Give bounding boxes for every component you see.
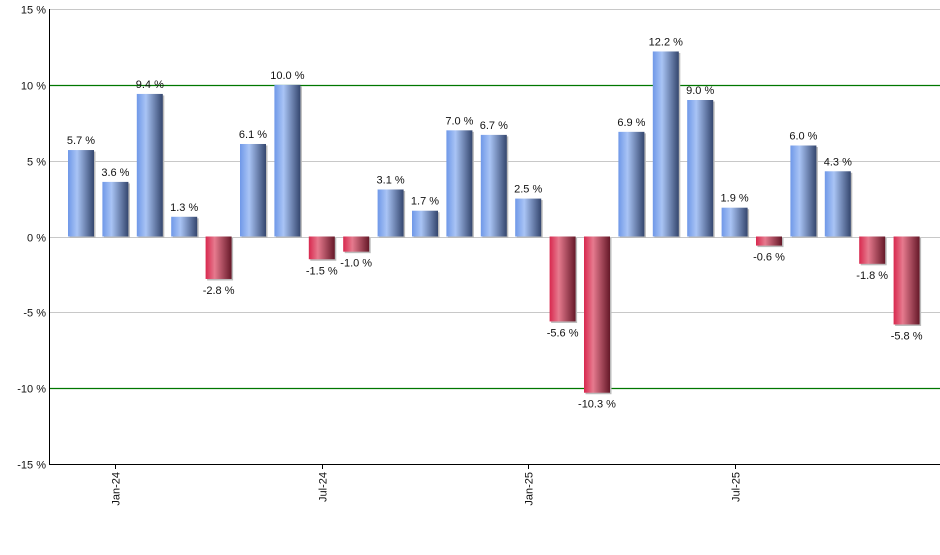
bar	[515, 198, 542, 237]
y-tick-label: -15 %	[17, 460, 46, 472]
data-label: -10.3 %	[578, 399, 616, 411]
data-label: -0.6 %	[753, 252, 785, 264]
bar	[68, 150, 94, 237]
bar	[584, 236, 610, 393]
data-label: -1.0 %	[340, 258, 372, 270]
data-label: 7.0 %	[445, 115, 473, 127]
data-label: 12.2 %	[649, 36, 683, 48]
data-label: 2.5 %	[514, 184, 542, 196]
bar	[171, 216, 198, 237]
data-label: 4.3 %	[824, 156, 852, 168]
bar	[790, 145, 817, 237]
y-tick-label: 5 %	[27, 157, 46, 169]
bar	[893, 236, 920, 325]
y-tick-label: -10 %	[17, 384, 46, 396]
bar	[377, 189, 404, 237]
data-label: -2.8 %	[203, 285, 235, 297]
x-tick-label: Jan-24	[111, 472, 123, 506]
bar	[687, 100, 714, 237]
y-tick-label: -5 %	[23, 308, 46, 320]
bar	[343, 236, 370, 252]
bar	[824, 171, 851, 237]
bar	[205, 236, 232, 279]
data-label: 6.1 %	[239, 129, 267, 141]
bar	[549, 236, 576, 322]
data-label: 3.1 %	[377, 174, 405, 186]
bar	[756, 236, 782, 246]
bar	[480, 134, 507, 237]
data-label: 10.0 %	[270, 70, 304, 82]
bar	[308, 236, 335, 260]
data-label: -5.6 %	[547, 327, 579, 339]
bar	[618, 131, 645, 237]
data-label: -1.5 %	[306, 265, 338, 277]
data-label: -5.8 %	[891, 330, 923, 342]
data-label: 1.9 %	[721, 193, 749, 205]
data-label: 1.3 %	[170, 202, 198, 214]
axes: 15 % 10 % 5 % 0 % -5 % -10 % -15 % Jan-24 Jul-24…	[17, 5, 940, 506]
y-tick-label: 10 %	[21, 81, 46, 93]
data-label: 9.0 %	[686, 85, 714, 97]
data-label: 6.7 %	[480, 120, 508, 132]
bar	[274, 84, 301, 237]
data-label: -1.8 %	[856, 270, 888, 282]
y-tick-label: 0 %	[27, 233, 46, 245]
bar	[240, 143, 266, 237]
y-tick-label: 15 %	[21, 5, 46, 17]
bar	[446, 130, 473, 237]
bar	[136, 93, 163, 237]
data-label: 1.7 %	[411, 196, 439, 208]
bar	[412, 210, 438, 237]
bar	[102, 181, 129, 237]
bar	[721, 207, 748, 237]
bar	[859, 236, 886, 264]
x-tick-label: Jul-25	[731, 472, 743, 502]
data-label: 5.7 %	[67, 135, 95, 147]
data-label: 3.6 %	[101, 167, 129, 179]
data-label: 9.4 %	[136, 79, 164, 91]
data-label: 6.9 %	[617, 117, 645, 129]
data-label: 6.0 %	[789, 131, 817, 143]
bars: 5.7 % 3.6 % 9.4 % 1.3 % -2.8 % 6.1 % 10.0 % -1.…	[67, 36, 923, 410]
x-tick-label: Jan-25	[524, 472, 536, 506]
bar	[652, 51, 679, 237]
x-tick-label: Jul-24	[318, 472, 330, 502]
